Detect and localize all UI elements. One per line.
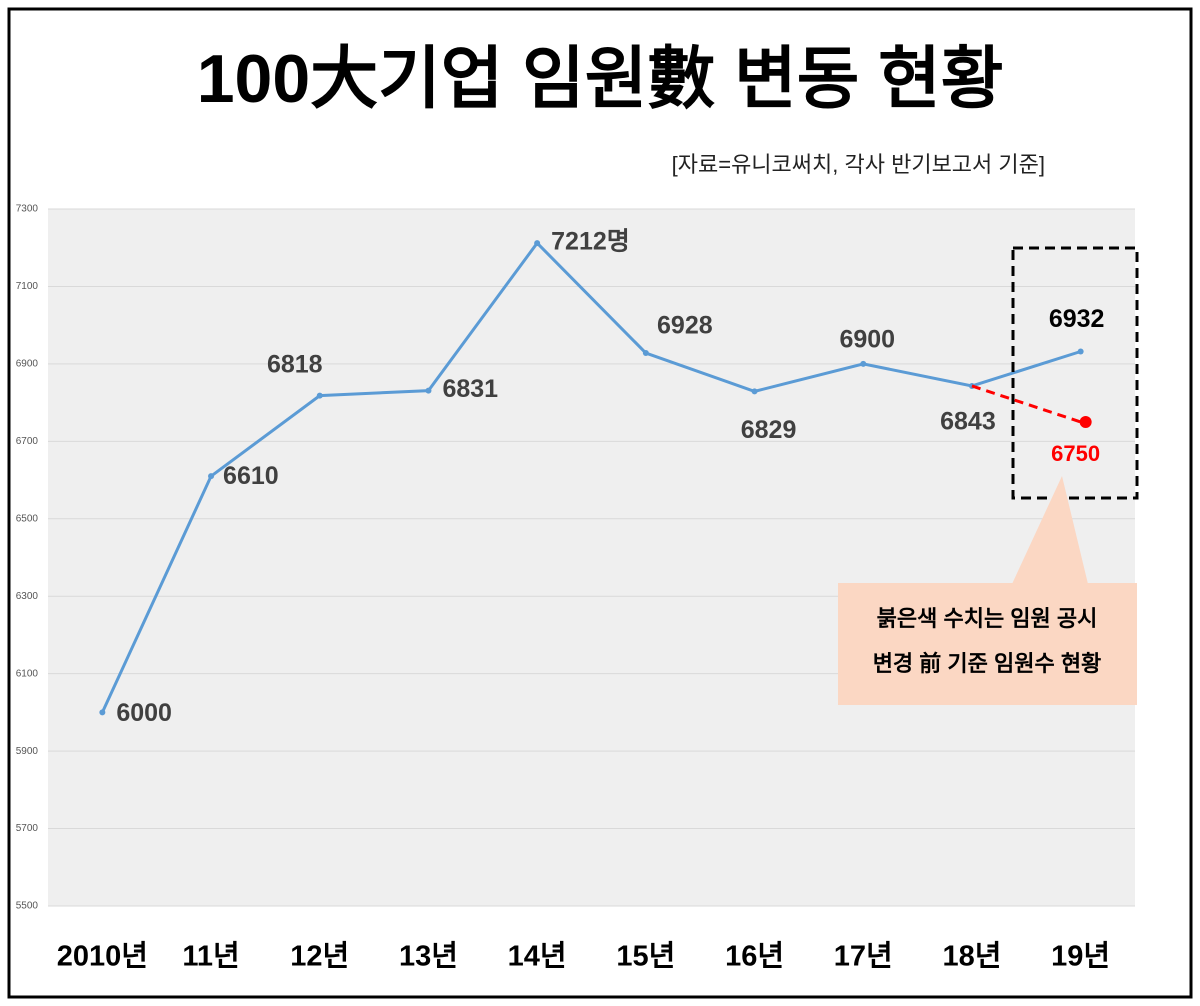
point <box>1079 415 1092 428</box>
y-tick-label: 6700 <box>16 436 39 447</box>
chart-subtitle: [자료=유니코써치, 각사 반기보고서 기준] <box>672 152 1045 177</box>
chart-title: 100大기업 임원數 변동 현황 <box>197 41 1004 117</box>
data-label: 6000 <box>116 699 172 727</box>
y-tick-label: 5500 <box>16 901 39 912</box>
point <box>1077 348 1084 355</box>
data-label: 6843 <box>940 408 996 436</box>
data-label: 6829 <box>741 416 797 444</box>
point <box>316 392 323 399</box>
y-tick-label: 5900 <box>16 746 39 757</box>
x-tick-label: 11년 <box>182 940 239 973</box>
callout-box <box>838 583 1137 705</box>
y-tick-label: 6100 <box>16 668 39 679</box>
point <box>99 709 106 716</box>
dashed-line <box>971 384 1082 424</box>
data-label: 6932 <box>1049 305 1105 333</box>
y-tick-label: 7100 <box>16 281 39 292</box>
point <box>751 388 758 395</box>
x-tick-label: 12년 <box>290 940 349 973</box>
annotation: 변경 前 기준 임원수 현황 <box>873 651 1102 676</box>
point <box>208 473 215 480</box>
data-label: 6818 <box>267 350 323 378</box>
callout-pointer <box>1012 476 1088 584</box>
point <box>860 360 867 367</box>
point <box>642 350 649 357</box>
data-label: 6900 <box>839 325 895 353</box>
x-tick-label: 14년 <box>508 940 567 973</box>
point <box>425 387 432 394</box>
x-tick-label: 16년 <box>725 940 784 973</box>
point <box>534 240 541 247</box>
y-tick-label: 6300 <box>16 591 39 602</box>
y-tick-label: 6900 <box>16 359 39 370</box>
annotation: 붉은색 수치는 임원 공시 <box>877 606 1098 631</box>
data-label: 6610 <box>223 462 279 490</box>
data-label: 6831 <box>442 375 498 403</box>
data-label: 7212명 <box>551 228 630 256</box>
y-tick-label: 6500 <box>16 513 39 524</box>
x-tick-label: 13년 <box>399 940 458 973</box>
x-tick-label: 18년 <box>942 940 1001 973</box>
x-tick-label: 19년 <box>1051 940 1110 973</box>
x-tick-label: 2010년 <box>57 940 148 973</box>
plot: 5500 5700 5900 6100 6300 6500 6700 6900 7100 7300… <box>16 204 1135 973</box>
data-label: 6928 <box>657 312 713 340</box>
x-tick-label: 15년 <box>616 940 675 973</box>
y-tick-label: 5700 <box>16 823 39 834</box>
plot-area <box>48 209 1135 906</box>
x-tick-label: 17년 <box>834 940 893 973</box>
y-tick-label: 7300 <box>16 204 39 215</box>
data-label: 6750 <box>1051 441 1100 466</box>
line <box>100 240 1082 714</box>
highlight-box <box>1011 246 1139 500</box>
